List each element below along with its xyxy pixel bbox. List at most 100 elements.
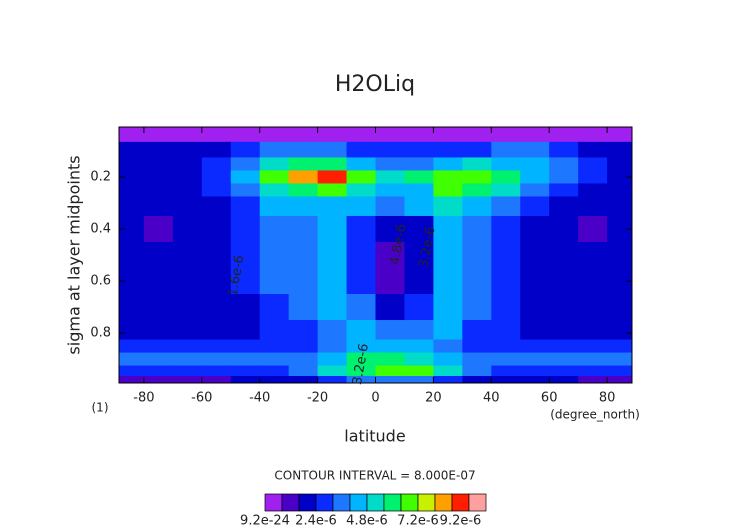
contour-cell xyxy=(520,268,550,295)
contour-cell xyxy=(433,170,463,184)
colorbar-box xyxy=(264,493,283,512)
contour-cell xyxy=(230,241,261,269)
contour-cell xyxy=(172,375,203,384)
contour-cell xyxy=(462,141,492,158)
contour-cell xyxy=(462,127,492,143)
contour-cell xyxy=(404,141,434,158)
contour-cell xyxy=(143,170,174,184)
contour-cell xyxy=(520,339,550,354)
contour-cell xyxy=(288,339,319,354)
contour-cell xyxy=(375,268,405,295)
contour-cell xyxy=(375,365,405,377)
contour-cell xyxy=(172,157,203,171)
contour-cell xyxy=(520,375,550,384)
contour-cell xyxy=(172,268,203,295)
contour-cell xyxy=(549,196,579,217)
x-tick-label: 40 xyxy=(483,391,500,406)
contour-cell xyxy=(404,320,434,341)
contour-cell xyxy=(288,170,319,184)
contour-cell xyxy=(172,141,203,158)
contour-cell xyxy=(230,268,261,295)
contour-cell xyxy=(317,339,348,354)
contour-cell xyxy=(549,268,579,295)
contour-cell xyxy=(259,141,290,158)
contour-cell xyxy=(259,183,290,197)
contour-cell xyxy=(462,375,492,384)
contour-cell xyxy=(230,183,261,197)
contour-cell xyxy=(317,157,348,171)
contour-cell xyxy=(230,294,261,321)
contour-cell xyxy=(172,320,203,341)
contour-cell xyxy=(491,241,521,269)
contour-cell xyxy=(375,375,405,384)
contour-cell xyxy=(520,320,550,341)
contour-cell xyxy=(549,320,579,341)
contour-cell xyxy=(230,365,261,377)
contour-cell xyxy=(346,215,376,243)
contour-cell xyxy=(119,375,145,384)
contour-cell xyxy=(259,196,290,217)
contour-cell xyxy=(578,127,608,143)
contour-cell xyxy=(375,320,405,341)
contour-cell xyxy=(578,141,608,158)
contour-label: 4.8e-6 xyxy=(388,223,410,267)
contour-cell xyxy=(172,215,203,243)
contour-cell xyxy=(230,320,261,341)
contour-cell xyxy=(230,215,261,243)
colorbar-box xyxy=(298,493,317,512)
contour-cell xyxy=(433,196,463,217)
contour-cell xyxy=(201,141,232,158)
contour-label: 3.2e-6 xyxy=(350,342,372,386)
contour-cell xyxy=(259,294,290,321)
contour-cell xyxy=(549,157,579,171)
x-axis-label: latitude xyxy=(344,427,405,446)
contour-cell xyxy=(433,320,463,341)
contour-cell xyxy=(491,320,521,341)
contour-cell xyxy=(578,157,608,171)
colorbar-label: 9.2e-24 xyxy=(240,514,290,529)
contour-cell xyxy=(143,141,174,158)
contour-cell xyxy=(230,196,261,217)
x-tick-label: 60 xyxy=(541,391,558,406)
contour-cell xyxy=(119,352,145,367)
contour-cell xyxy=(404,183,434,197)
contour-cell xyxy=(549,170,579,184)
contour-cell xyxy=(578,294,608,321)
contour-label: 1.6e-6 xyxy=(226,254,248,298)
contour-cell xyxy=(404,352,434,367)
contour-cell xyxy=(259,157,290,171)
contour-cell xyxy=(346,320,376,341)
contour-cell xyxy=(491,339,521,354)
contour-cell xyxy=(462,365,492,377)
contour-cell xyxy=(172,339,203,354)
contour-cell xyxy=(143,294,174,321)
contour-cell xyxy=(317,141,348,158)
contour-cell xyxy=(346,365,376,377)
contour-cell xyxy=(491,141,521,158)
contour-cell xyxy=(549,339,579,354)
contour-cell xyxy=(201,268,232,295)
contour-cell xyxy=(201,170,232,184)
contour-cell xyxy=(143,215,174,243)
contour-cell xyxy=(119,365,145,377)
contour-cell xyxy=(201,375,232,384)
contour-cell xyxy=(433,141,463,158)
colorbar-label: 9.2e-6 xyxy=(440,514,482,529)
contour-cell xyxy=(433,352,463,367)
contour-cell xyxy=(201,339,232,354)
contour-cell xyxy=(317,215,348,243)
contour-cell xyxy=(404,339,434,354)
contour-cell xyxy=(317,183,348,197)
contour-cell xyxy=(520,294,550,321)
contour-cell xyxy=(201,365,232,377)
contour-cell xyxy=(143,352,174,367)
colorbar-box xyxy=(315,493,334,512)
contour-cell xyxy=(259,320,290,341)
contour-cell xyxy=(201,157,232,171)
contour-cell xyxy=(143,320,174,341)
contour-cell xyxy=(375,127,405,143)
contour-cell xyxy=(578,320,608,341)
contour-cell xyxy=(549,365,579,377)
contour-cell xyxy=(288,294,319,321)
